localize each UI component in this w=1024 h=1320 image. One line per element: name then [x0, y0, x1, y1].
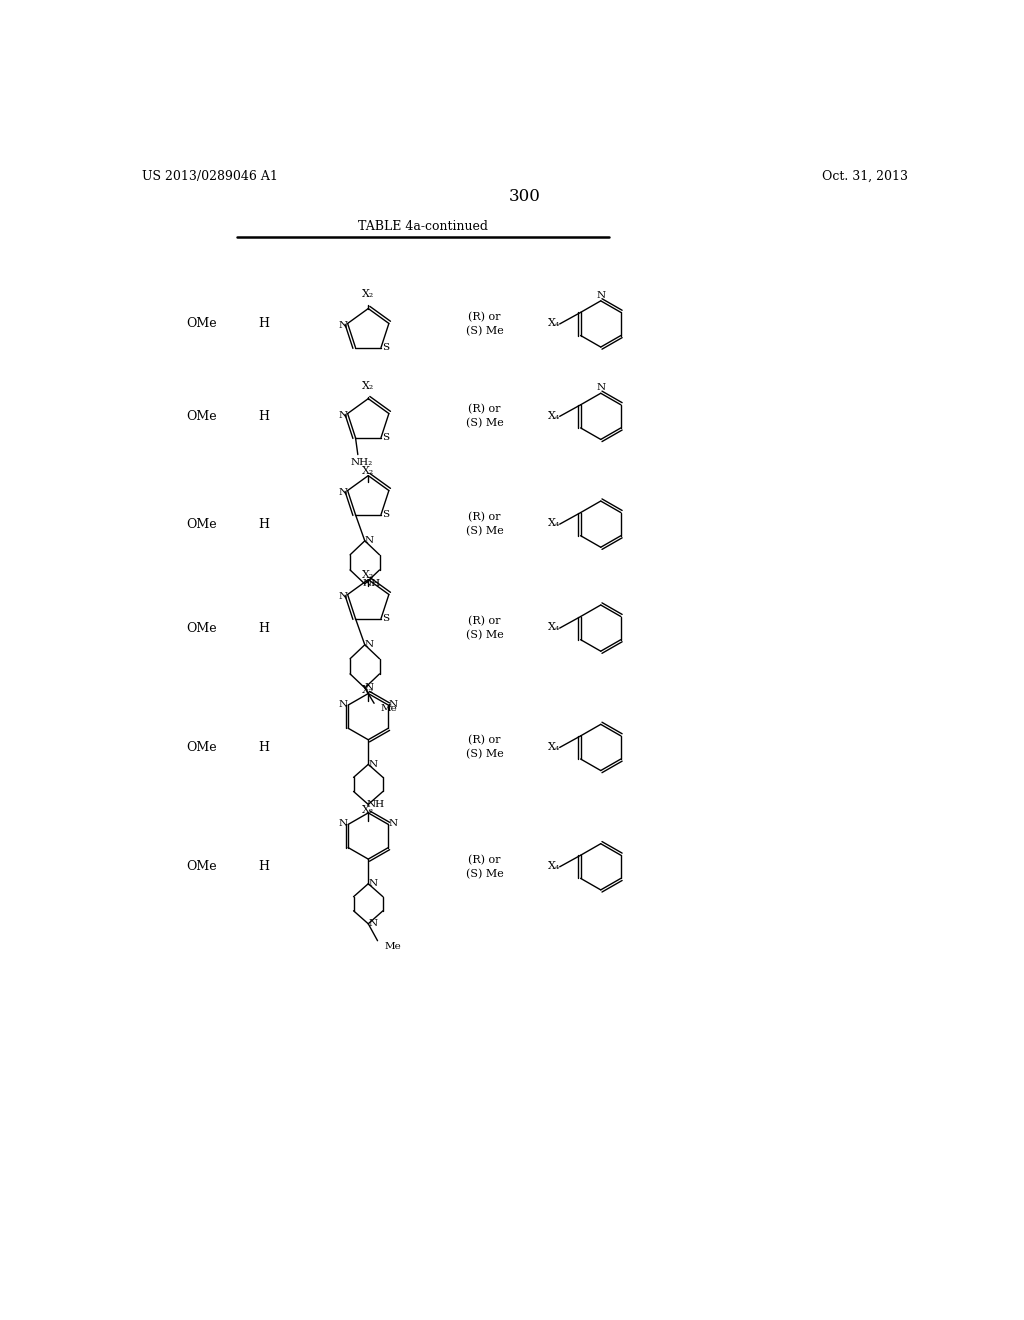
Text: (S) Me: (S) Me: [466, 525, 504, 536]
Text: X₄: X₄: [548, 622, 560, 632]
Text: S: S: [382, 343, 389, 352]
Text: TABLE 4a-continued: TABLE 4a-continued: [357, 219, 487, 232]
Text: N: N: [369, 760, 378, 768]
Text: N: N: [369, 879, 378, 888]
Text: X₂: X₂: [362, 805, 375, 814]
Text: Oct. 31, 2013: Oct. 31, 2013: [821, 169, 907, 182]
Text: X₄: X₄: [548, 318, 560, 329]
Text: (R) or: (R) or: [468, 312, 501, 322]
Text: (S) Me: (S) Me: [466, 869, 504, 879]
Text: (S) Me: (S) Me: [466, 418, 504, 429]
Text: NH₂: NH₂: [350, 458, 373, 467]
Text: N: N: [369, 919, 378, 928]
Text: N: N: [339, 700, 347, 709]
Text: NH: NH: [367, 800, 384, 809]
Text: X₄: X₄: [548, 742, 560, 751]
Text: S: S: [382, 510, 389, 519]
Text: X₄: X₄: [548, 411, 560, 421]
Text: OMe: OMe: [186, 741, 217, 754]
Text: X₄: X₄: [548, 519, 560, 528]
Text: N: N: [365, 640, 374, 649]
Text: H: H: [258, 741, 269, 754]
Text: (R) or: (R) or: [468, 512, 501, 523]
Text: (S) Me: (S) Me: [466, 630, 504, 640]
Text: 300: 300: [509, 189, 541, 206]
Text: X₂: X₂: [362, 289, 375, 298]
Text: N: N: [597, 290, 606, 300]
Text: OMe: OMe: [186, 517, 217, 531]
Text: N: N: [339, 820, 347, 828]
Text: N: N: [339, 593, 348, 602]
Text: US 2013/0289046 A1: US 2013/0289046 A1: [142, 169, 278, 182]
Text: N: N: [365, 684, 374, 693]
Text: H: H: [258, 317, 269, 330]
Text: (S) Me: (S) Me: [466, 750, 504, 759]
Text: H: H: [258, 517, 269, 531]
Text: N: N: [389, 820, 398, 828]
Text: X₂: X₂: [362, 381, 375, 391]
Text: X₂: X₂: [362, 685, 375, 696]
Text: X₄: X₄: [548, 861, 560, 871]
Text: H: H: [258, 622, 269, 635]
Text: S: S: [382, 433, 389, 442]
Text: (R) or: (R) or: [468, 855, 501, 865]
Text: N: N: [339, 412, 348, 420]
Text: NH: NH: [362, 579, 381, 589]
Text: N: N: [597, 383, 606, 392]
Text: OMe: OMe: [186, 861, 217, 874]
Text: (R) or: (R) or: [468, 404, 501, 414]
Text: N: N: [365, 536, 374, 545]
Text: S: S: [382, 614, 389, 623]
Text: H: H: [258, 409, 269, 422]
Text: X₂: X₂: [362, 570, 375, 579]
Text: OMe: OMe: [186, 622, 217, 635]
Text: H: H: [258, 861, 269, 874]
Text: X₂: X₂: [362, 466, 375, 477]
Text: (R) or: (R) or: [468, 616, 501, 626]
Text: N: N: [339, 488, 348, 498]
Text: N: N: [389, 700, 398, 709]
Text: OMe: OMe: [186, 317, 217, 330]
Text: OMe: OMe: [186, 409, 217, 422]
Text: N: N: [339, 321, 348, 330]
Text: Me: Me: [380, 704, 397, 713]
Text: (S) Me: (S) Me: [466, 326, 504, 337]
Text: Me: Me: [385, 942, 401, 952]
Text: (R) or: (R) or: [468, 735, 501, 746]
